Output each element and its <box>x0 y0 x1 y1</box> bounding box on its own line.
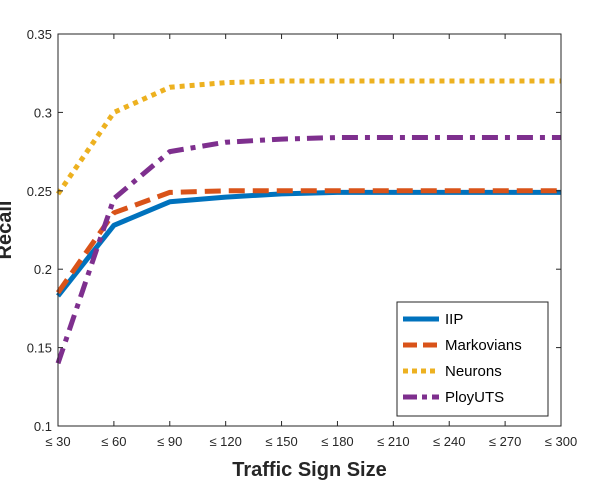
ticks-layer: 0.1 0.15 0.2 0.25 0.3 0.35 ≤ 30 ≤ 60 ≤ 90 ≤ 120 ≤ … <box>27 27 578 449</box>
legend-label-markovians: Markovians <box>445 337 522 354</box>
y-tick-label: 0.2 <box>34 262 52 277</box>
x-tick-label: ≤ 300 <box>545 434 577 449</box>
legend-label-neurons: Neurons <box>445 363 502 380</box>
x-tick-label: ≤ 150 <box>265 434 297 449</box>
legend-label-ployuts: PloyUTS <box>445 389 504 406</box>
series-line-neurons <box>55 78 561 196</box>
series-line-markovians <box>55 188 561 295</box>
axes-box <box>57 33 562 427</box>
x-tick-label: ≤ 30 <box>45 434 70 449</box>
x-tick-label: ≤ 240 <box>433 434 465 449</box>
x-axis-title: Traffic Sign Size <box>232 459 386 481</box>
x-tick-label: ≤ 90 <box>157 434 182 449</box>
y-tick-label: 0.35 <box>27 27 52 42</box>
x-tick-label: ≤ 210 <box>377 434 409 449</box>
y-tick-label: 0.1 <box>34 419 52 434</box>
legend: IIP Markovians Neurons PloyUTS <box>396 301 549 417</box>
x-tick-label: ≤ 270 <box>489 434 521 449</box>
y-tick-label: 0.3 <box>34 105 52 120</box>
x-tick-label: ≤ 60 <box>101 434 126 449</box>
y-axis-title: Recall <box>0 201 16 260</box>
y-tick-label: 0.25 <box>27 184 52 199</box>
y-tick-label: 0.15 <box>27 341 52 356</box>
x-tick-label: ≤ 180 <box>321 434 353 449</box>
series-line-ployuts <box>55 135 561 365</box>
x-tick-label: ≤ 120 <box>209 434 241 449</box>
legend-label-iip: IIP <box>445 311 463 328</box>
series-layer <box>55 78 562 365</box>
